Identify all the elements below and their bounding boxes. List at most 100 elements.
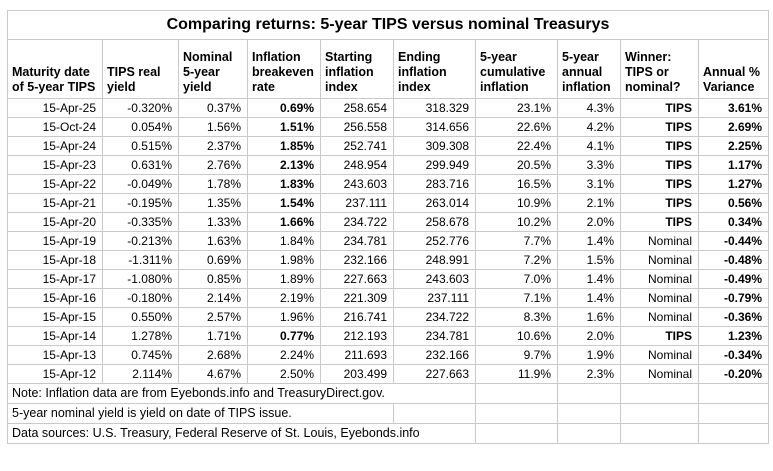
- winner-cell: TIPS: [620, 117, 699, 137]
- 5yr-cumulative-inflation-cell: 22.4%: [475, 136, 558, 156]
- maturity-date-cell: 15-Oct-24: [7, 117, 103, 137]
- nominal-5yr-yield-cell: 2.57%: [178, 307, 248, 327]
- empty-cell: [698, 383, 769, 404]
- nominal-5yr-yield-cell: 0.37%: [178, 98, 248, 118]
- 5yr-annual-inflation-cell: 2.0%: [557, 212, 621, 232]
- column-header-ending-inflation-index: Ending inflation index: [393, 39, 476, 99]
- maturity-date-cell: 15-Apr-17: [7, 269, 103, 289]
- table-row: 15-Apr-16 -0.180% 2.14% 2.19% 221.309 237.111…: [7, 288, 769, 308]
- ending-inflation-index-cell: 263.014: [393, 193, 476, 213]
- tips-real-yield-cell: -0.180%: [102, 288, 179, 308]
- tips-real-yield-cell: 0.631%: [102, 155, 179, 175]
- column-header-nominal-5yr-yield: Nominal 5-year yield: [178, 39, 248, 99]
- tips-real-yield-cell: -1.080%: [102, 269, 179, 289]
- title-row: Comparing returns: 5-year TIPS versus no…: [7, 10, 769, 40]
- column-header-5yr-annual-inflation: 5-year annual inflation: [557, 39, 621, 99]
- starting-inflation-index-cell: 203.499: [320, 364, 394, 384]
- starting-inflation-index-cell: 234.781: [320, 231, 394, 251]
- table-row: 15-Apr-12 2.114% 4.67% 2.50% 203.499 227.663 1…: [7, 364, 769, 384]
- tips-real-yield-cell: -0.195%: [102, 193, 179, 213]
- 5yr-annual-inflation-cell: 2.0%: [557, 326, 621, 346]
- annual-variance-cell: -0.49%: [698, 269, 769, 289]
- 5yr-cumulative-inflation-cell: 11.9%: [475, 364, 558, 384]
- 5yr-cumulative-inflation-cell: 16.5%: [475, 174, 558, 194]
- note-row: Note: Inflation data are from Eyebonds.i…: [7, 383, 769, 404]
- ending-inflation-index-cell: 248.991: [393, 250, 476, 270]
- annual-variance-cell: 2.25%: [698, 136, 769, 156]
- winner-cell: TIPS: [620, 326, 699, 346]
- nominal-5yr-yield-cell: 2.37%: [178, 136, 248, 156]
- empty-cell: [475, 383, 558, 404]
- starting-inflation-index-cell: 227.663: [320, 269, 394, 289]
- nominal-5yr-yield-cell: 0.69%: [178, 250, 248, 270]
- inflation-breakeven-rate-cell: 1.84%: [247, 231, 321, 251]
- empty-cell: [698, 403, 769, 424]
- 5yr-cumulative-inflation-cell: 20.5%: [475, 155, 558, 175]
- inflation-breakeven-rate-cell: 1.85%: [247, 136, 321, 156]
- tips-real-yield-cell: 0.745%: [102, 345, 179, 365]
- annual-variance-cell: 2.69%: [698, 117, 769, 137]
- inflation-breakeven-rate-cell: 2.13%: [247, 155, 321, 175]
- 5yr-cumulative-inflation-cell: 7.0%: [475, 269, 558, 289]
- table-row: 15-Apr-14 1.278% 1.71% 0.77% 212.193 234.781 1…: [7, 326, 769, 346]
- table-row: 15-Apr-18 -1.311% 0.69% 1.98% 232.166 248.991…: [7, 250, 769, 270]
- column-header-maturity-date: Maturity date of 5-year TIPS: [7, 39, 103, 99]
- annual-variance-cell: -0.36%: [698, 307, 769, 327]
- empty-cell: [475, 423, 558, 444]
- maturity-date-cell: 15-Apr-23: [7, 155, 103, 175]
- tips-real-yield-cell: -0.320%: [102, 98, 179, 118]
- 5yr-annual-inflation-cell: 4.1%: [557, 136, 621, 156]
- empty-cell: [393, 403, 476, 424]
- maturity-date-cell: 15-Apr-24: [7, 136, 103, 156]
- column-header-tips-real-yield: TIPS real yield: [102, 39, 179, 99]
- winner-cell: Nominal: [620, 364, 699, 384]
- footnote-2: 5-year nominal yield is yield on date of…: [7, 403, 394, 424]
- nominal-5yr-yield-cell: 2.14%: [178, 288, 248, 308]
- empty-cell: [620, 403, 699, 424]
- table-row: 15-Apr-20 -0.335% 1.33% 1.66% 234.722 258.678…: [7, 212, 769, 232]
- starting-inflation-index-cell: 248.954: [320, 155, 394, 175]
- 5yr-cumulative-inflation-cell: 10.9%: [475, 193, 558, 213]
- winner-cell: TIPS: [620, 193, 699, 213]
- maturity-date-cell: 15-Apr-15: [7, 307, 103, 327]
- winner-cell: TIPS: [620, 174, 699, 194]
- column-header-5yr-cumulative-inflation: 5-year cumulative inflation: [475, 39, 558, 99]
- annual-variance-cell: -0.48%: [698, 250, 769, 270]
- starting-inflation-index-cell: 256.558: [320, 117, 394, 137]
- empty-cell: [557, 383, 621, 404]
- maturity-date-cell: 15-Apr-20: [7, 212, 103, 232]
- 5yr-cumulative-inflation-cell: 7.7%: [475, 231, 558, 251]
- table-title: Comparing returns: 5-year TIPS versus no…: [7, 10, 769, 40]
- annual-variance-cell: -0.34%: [698, 345, 769, 365]
- maturity-date-cell: 15-Apr-16: [7, 288, 103, 308]
- inflation-breakeven-rate-cell: 1.51%: [247, 117, 321, 137]
- table-row: 15-Apr-13 0.745% 2.68% 2.24% 211.693 232.166 9…: [7, 345, 769, 365]
- annual-variance-cell: 3.61%: [698, 98, 769, 118]
- column-header-annual-variance: Annual % Variance: [698, 39, 769, 99]
- tips-real-yield-cell: -0.213%: [102, 231, 179, 251]
- nominal-5yr-yield-cell: 0.85%: [178, 269, 248, 289]
- inflation-breakeven-rate-cell: 1.89%: [247, 269, 321, 289]
- maturity-date-cell: 15-Apr-18: [7, 250, 103, 270]
- tips-real-yield-cell: -1.311%: [102, 250, 179, 270]
- 5yr-annual-inflation-cell: 4.2%: [557, 117, 621, 137]
- table-row: 15-Apr-15 0.550% 2.57% 1.96% 216.741 234.722 8…: [7, 307, 769, 327]
- inflation-breakeven-rate-cell: 2.19%: [247, 288, 321, 308]
- inflation-breakeven-rate-cell: 2.50%: [247, 364, 321, 384]
- annual-variance-cell: 0.34%: [698, 212, 769, 232]
- maturity-date-cell: 15-Apr-21: [7, 193, 103, 213]
- ending-inflation-index-cell: 299.949: [393, 155, 476, 175]
- 5yr-annual-inflation-cell: 1.9%: [557, 345, 621, 365]
- 5yr-annual-inflation-cell: 1.5%: [557, 250, 621, 270]
- nominal-5yr-yield-cell: 1.56%: [178, 117, 248, 137]
- table-row: 15-Apr-17 -1.080% 0.85% 1.89% 227.663 243.603…: [7, 269, 769, 289]
- ending-inflation-index-cell: 227.663: [393, 364, 476, 384]
- table-row: 15-Oct-24 0.054% 1.56% 1.51% 256.558 314.656 2…: [7, 117, 769, 137]
- note-row: Data sources: U.S. Treasury, Federal Res…: [7, 423, 769, 444]
- nominal-5yr-yield-cell: 2.76%: [178, 155, 248, 175]
- 5yr-cumulative-inflation-cell: 22.6%: [475, 117, 558, 137]
- starting-inflation-index-cell: 252.741: [320, 136, 394, 156]
- nominal-5yr-yield-cell: 1.78%: [178, 174, 248, 194]
- ending-inflation-index-cell: 309.308: [393, 136, 476, 156]
